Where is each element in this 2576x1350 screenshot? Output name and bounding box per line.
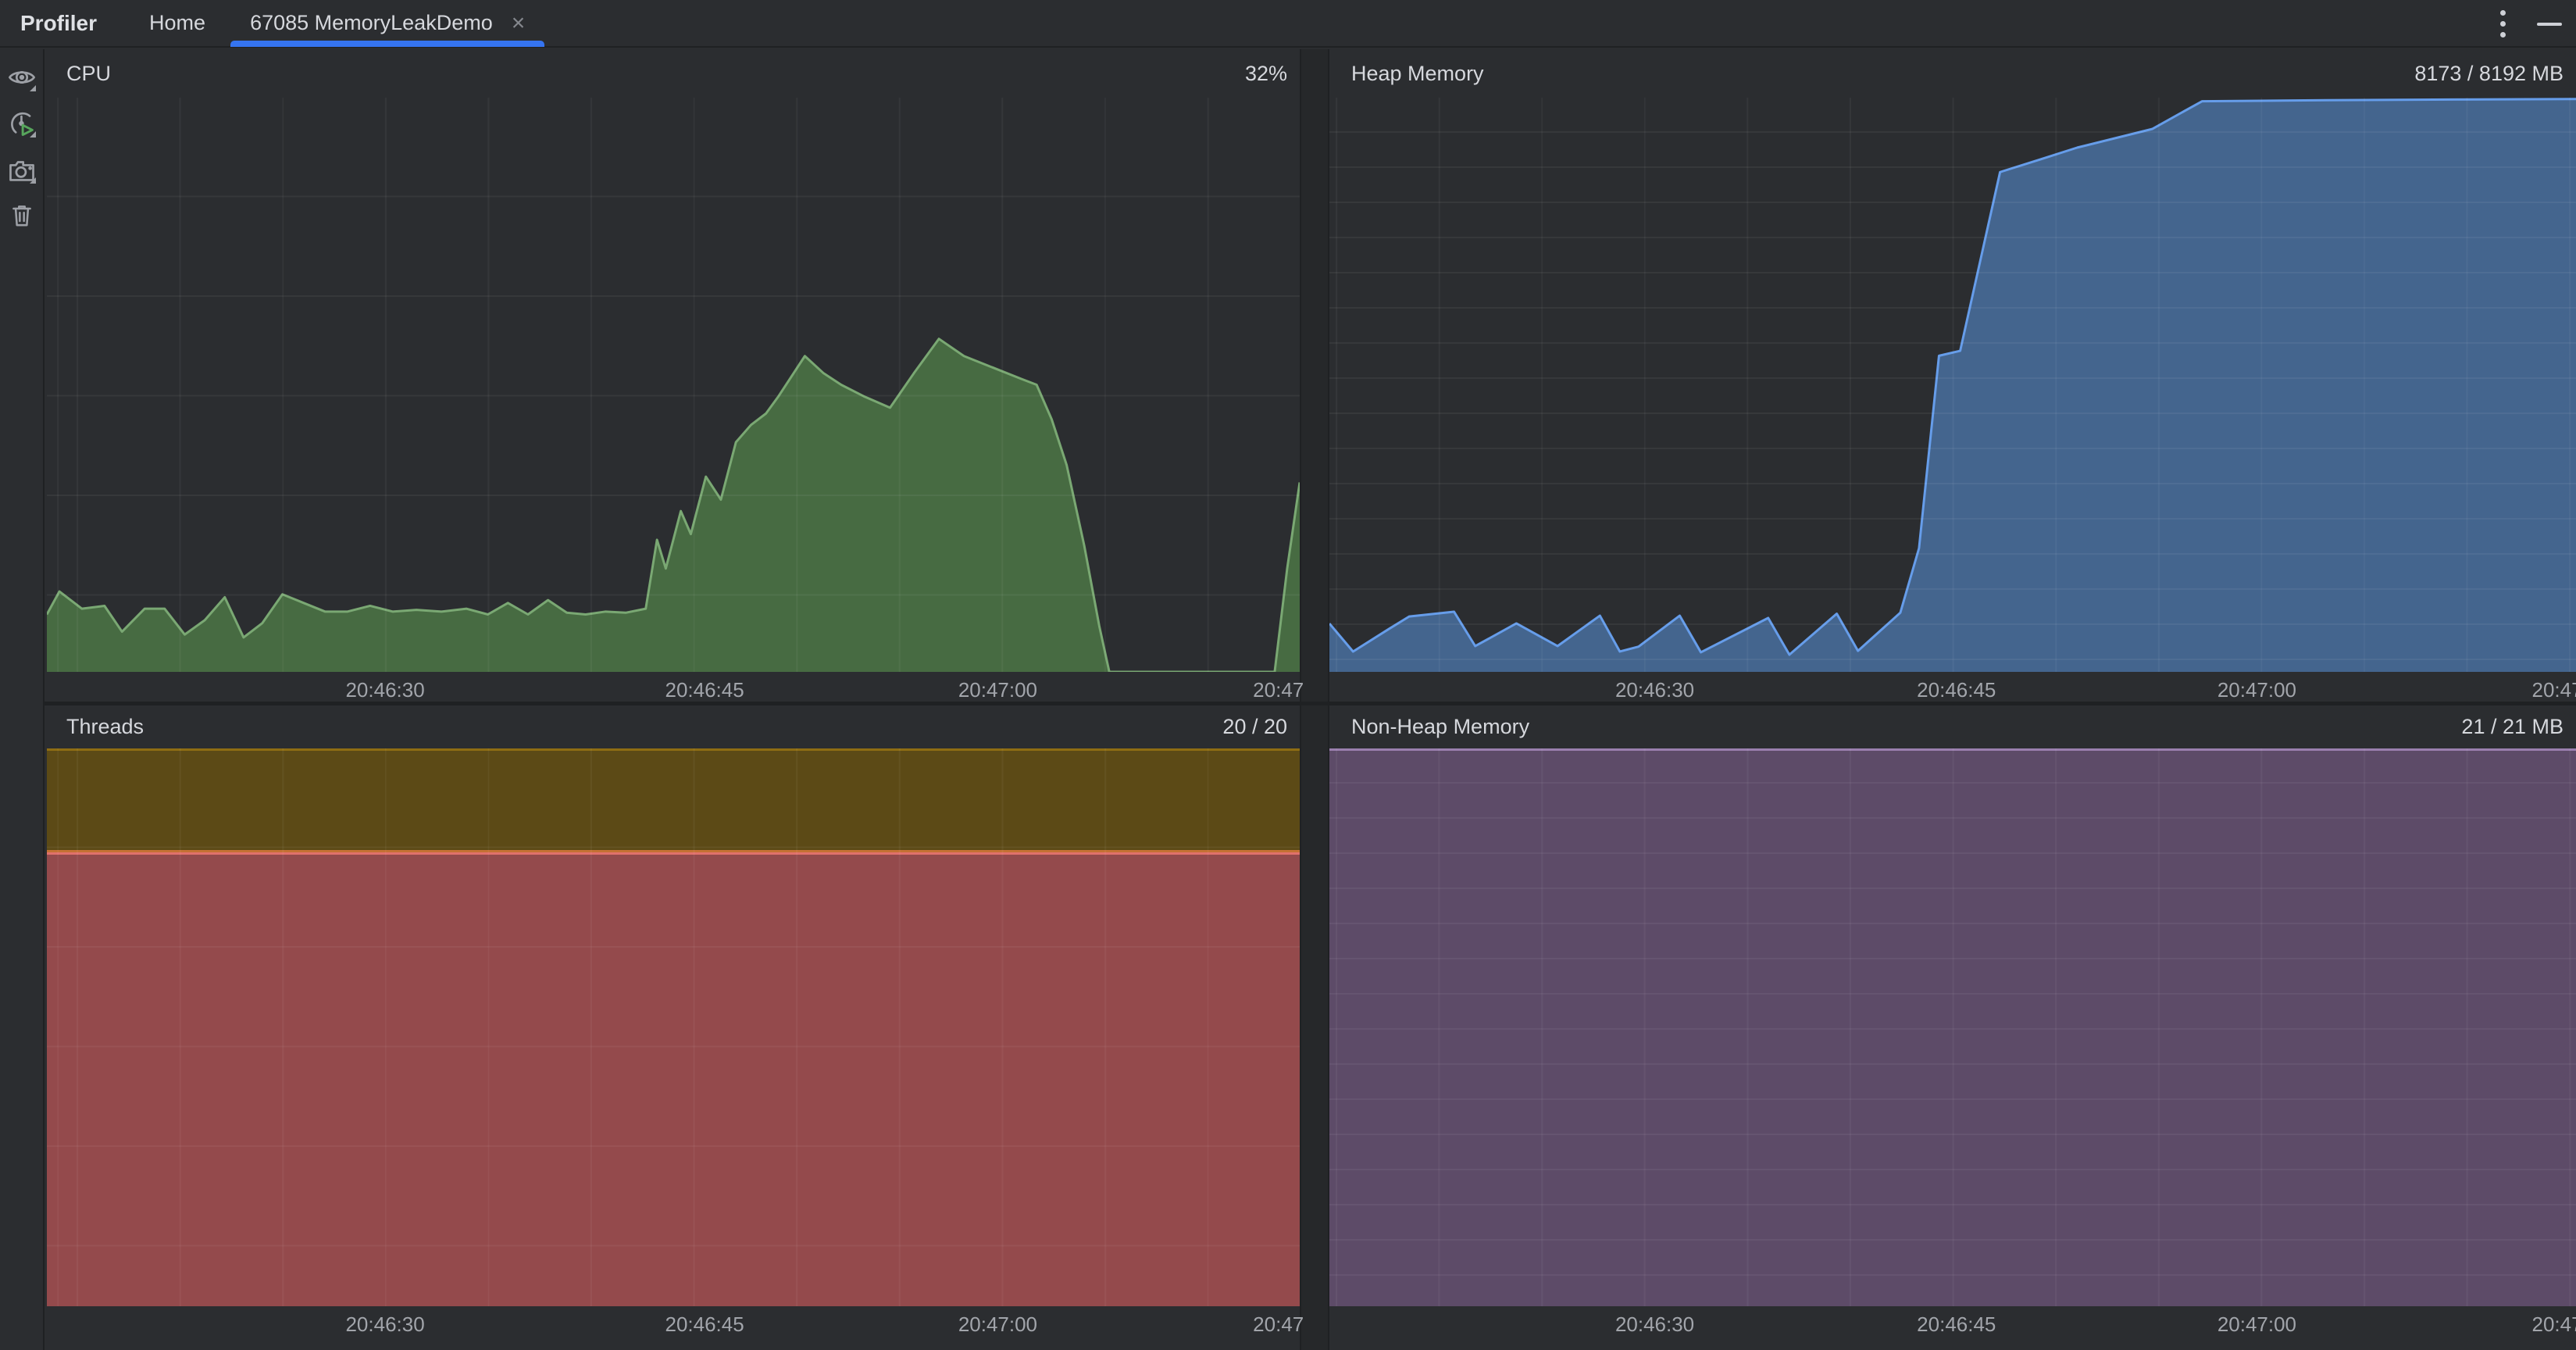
nonheap-nonheap-used-band bbox=[1329, 751, 2576, 1306]
time-tick-label: 20:47 bbox=[1253, 678, 1304, 702]
threads-live-stroke-band bbox=[47, 852, 1300, 855]
tab-session-active[interactable]: 67085 MemoryLeakDemo × bbox=[230, 0, 545, 47]
heap-time-axis: 20:46:30 20:46:45 20:47:00 20:47 bbox=[1329, 672, 2576, 702]
time-tick-label: 20:47:00 bbox=[958, 678, 1038, 702]
more-options-kebab-icon[interactable] bbox=[2496, 5, 2510, 42]
nonheap-panel-header: Non-Heap Memory 21 / 21 MB bbox=[1329, 705, 2576, 748]
vertical-panel-divider[interactable] bbox=[1300, 49, 1329, 1350]
dropdown-corner bbox=[29, 131, 36, 138]
tool-window-tab-bar: Profiler Home 67085 MemoryLeakDemo × bbox=[0, 0, 2576, 48]
heap-panel-header: Heap Memory 8173 / 8192 MB bbox=[1329, 49, 2576, 98]
close-tab-icon[interactable]: × bbox=[511, 9, 526, 36]
threads-panel: Threads 20 / 20 20:46:30 20:46:45 20:47:00… bbox=[45, 705, 1304, 1350]
threads-current-value: 20 / 20 bbox=[1222, 715, 1287, 738]
threads-live-threads-band bbox=[47, 854, 1300, 1306]
tab-bar-actions bbox=[2496, 0, 2562, 48]
tab-home-label: Home bbox=[149, 11, 206, 34]
tool-window-title: Profiler bbox=[20, 10, 98, 35]
time-tick-label: 20:46:45 bbox=[665, 1312, 744, 1336]
tab-session-label: 67085 MemoryLeakDemo bbox=[250, 11, 493, 34]
cpu-chart bbox=[47, 98, 1300, 672]
time-tick-label: 20:47:00 bbox=[2217, 1312, 2297, 1336]
cpu-current-value: 32% bbox=[1244, 61, 1287, 85]
cpu-panel: CPU 32% 20:46:30 20:46:45 20:47:00 20:47 bbox=[45, 49, 1304, 702]
threads-total-threads-band bbox=[47, 748, 1300, 850]
heap-chart bbox=[1329, 98, 2576, 672]
threads-boundary-line-band bbox=[47, 849, 1300, 852]
time-tick-label: 20:46:30 bbox=[1614, 1312, 1695, 1336]
nonheap-memory-panel: Non-Heap Memory 21 / 21 MB 20:46:30 20:46… bbox=[1329, 705, 2576, 1350]
nonheap-current-value: 21 / 21 MB bbox=[2461, 715, 2564, 738]
time-tick-label: 20:46:45 bbox=[1917, 1312, 1996, 1336]
cpu-panel-header: CPU 32% bbox=[45, 49, 1300, 98]
tab-home[interactable]: Home bbox=[141, 0, 213, 47]
time-tick-label: 20:46:45 bbox=[665, 678, 744, 702]
heap-memory-panel: Heap Memory 8173 / 8192 MB 20:46:30 20:46… bbox=[1329, 49, 2576, 702]
dropdown-corner bbox=[29, 85, 36, 91]
cpu-time-axis: 20:46:30 20:46:45 20:47:00 20:47 bbox=[47, 672, 1304, 702]
time-tick-label: 20:46:30 bbox=[345, 1312, 425, 1336]
threads-panel-header: Threads 20 / 20 bbox=[45, 705, 1300, 748]
threads-title: Threads bbox=[66, 715, 144, 738]
watch-expressions-eye-icon[interactable] bbox=[6, 62, 37, 93]
time-tick-label: 20:47 bbox=[2531, 678, 2576, 702]
time-tick-label: 20:47 bbox=[1253, 1312, 1304, 1336]
start-profiling-clock-play-icon[interactable] bbox=[6, 108, 37, 139]
horizontal-panel-divider[interactable] bbox=[45, 702, 2576, 705]
time-tick-label: 20:47:00 bbox=[2217, 678, 2297, 702]
threads-time-axis: 20:46:30 20:46:45 20:47:00 20:47 bbox=[47, 1306, 1304, 1336]
time-tick-label: 20:46:30 bbox=[345, 678, 425, 702]
threads-chart bbox=[47, 748, 1300, 1306]
cpu-title: CPU bbox=[66, 61, 112, 85]
heap-title: Heap Memory bbox=[1351, 61, 1484, 85]
hide-tool-window-icon[interactable] bbox=[2537, 22, 2562, 26]
capture-snapshot-camera-icon[interactable] bbox=[6, 154, 37, 185]
time-tick-label: 20:47:00 bbox=[958, 1312, 1038, 1336]
time-tick-label: 20:46:30 bbox=[1614, 678, 1695, 702]
heap-current-value: 8173 / 8192 MB bbox=[2414, 61, 2564, 85]
active-tab-underline bbox=[230, 41, 545, 47]
nonheap-title: Non-Heap Memory bbox=[1351, 715, 1530, 738]
nonheap-nonheap-stroke-band bbox=[1329, 748, 2576, 751]
profiler-toolbar-sidebar bbox=[0, 49, 45, 1350]
nonheap-chart bbox=[1329, 748, 2576, 1306]
dropdown-corner bbox=[29, 177, 36, 184]
delete-trash-icon[interactable] bbox=[6, 200, 37, 231]
time-tick-label: 20:47 bbox=[2531, 1312, 2576, 1336]
time-tick-label: 20:46:45 bbox=[1917, 678, 1996, 702]
nonheap-time-axis: 20:46:30 20:46:45 20:47:00 20:47 bbox=[1329, 1306, 2576, 1336]
